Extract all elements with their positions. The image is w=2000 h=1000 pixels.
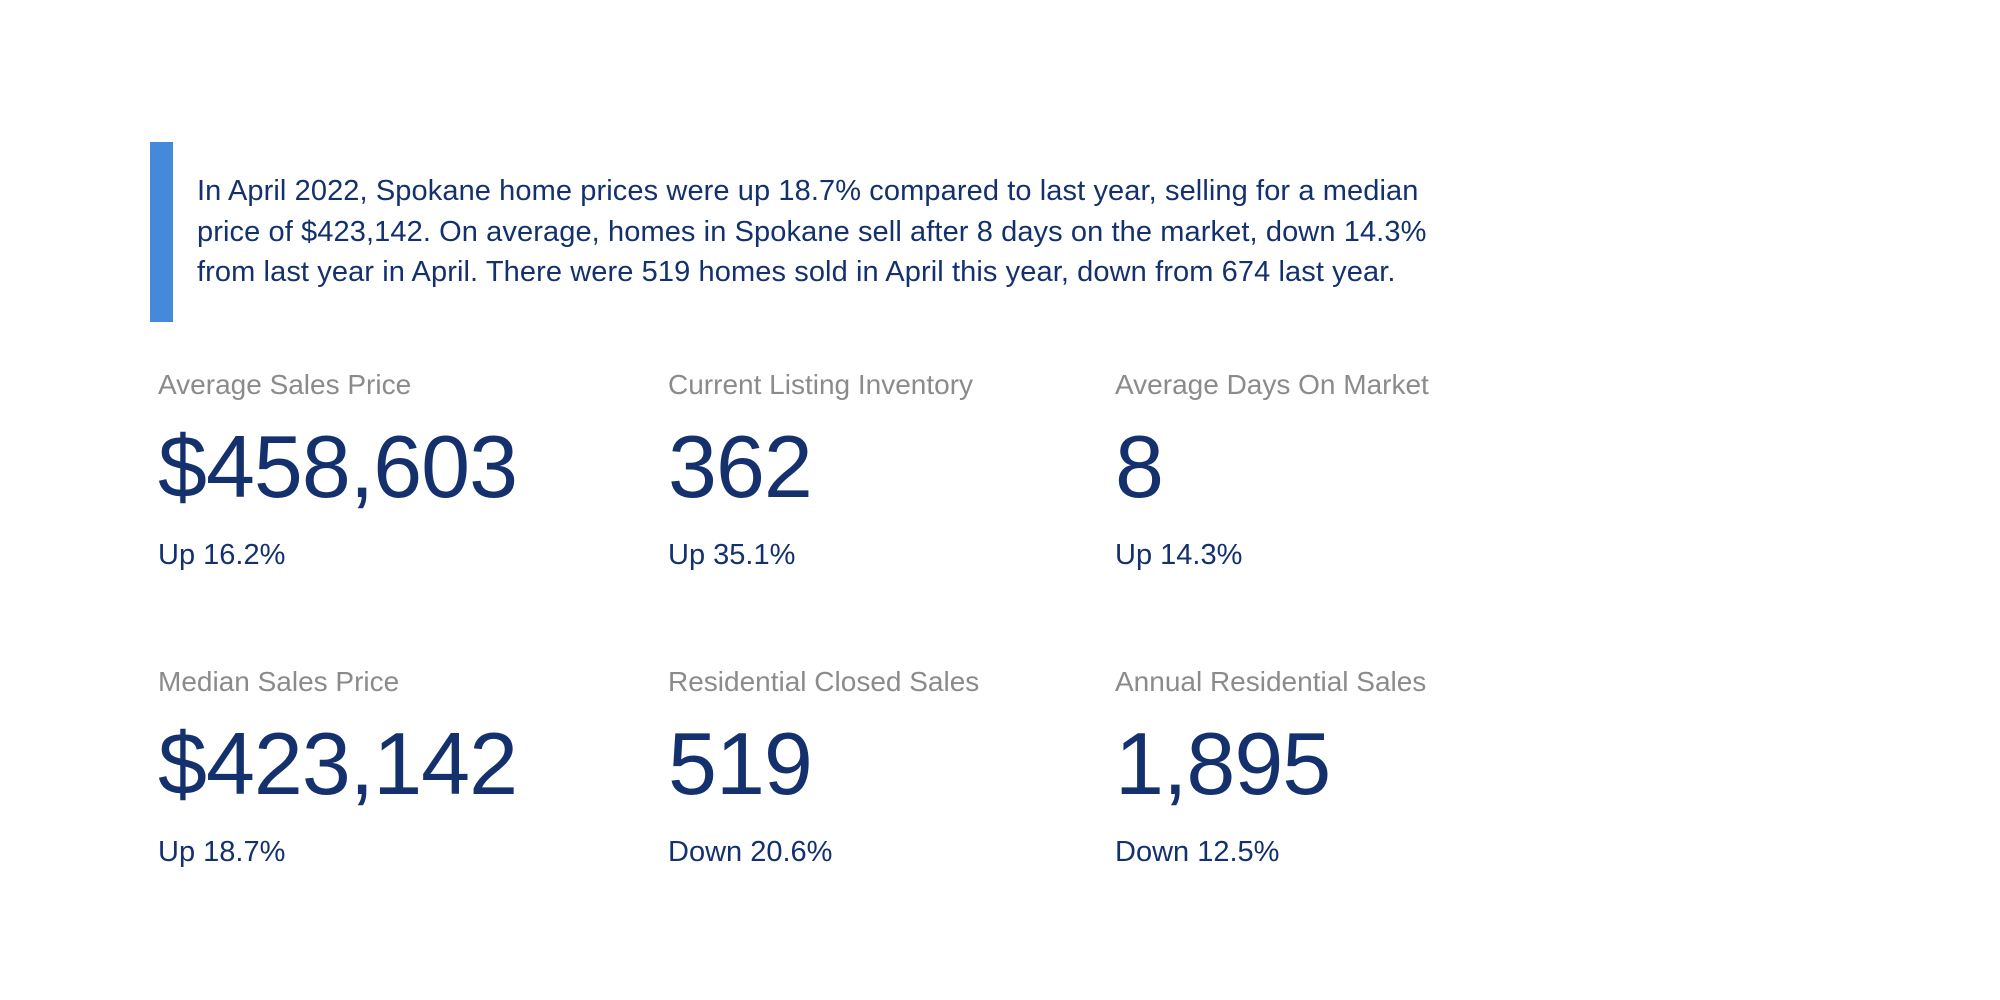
stat-card-annual-residential-sales: Annual Residential Sales 1,895 Down 12.5… bbox=[1115, 665, 1635, 870]
stat-change: Up 14.3% bbox=[1115, 539, 1243, 571]
stat-label: Residential Closed Sales bbox=[668, 665, 980, 697]
stat-change: Down 12.5% bbox=[1115, 835, 1280, 868]
stats-grid: Average Sales Price $458,603 Up 16.2% Cu… bbox=[158, 371, 1635, 870]
stat-value: $423,142 bbox=[158, 713, 518, 813]
stat-card-average-sales-price: Average Sales Price $458,603 Up 16.2% bbox=[158, 371, 668, 573]
stat-label: Current Listing Inventory bbox=[668, 369, 974, 400]
stat-change: Up 16.2% bbox=[158, 539, 286, 571]
stat-label: Annual Residential Sales bbox=[1115, 665, 1427, 697]
blockquote-accent-bar bbox=[150, 142, 173, 322]
stat-card-average-days-on-market: Average Days On Market 8 Up 14.3% bbox=[1115, 371, 1635, 573]
stat-value: $458,603 bbox=[158, 417, 518, 516]
stat-card-median-sales-price: Median Sales Price $423,142 Up 18.7% bbox=[158, 665, 668, 870]
stat-label: Average Days On Market bbox=[1115, 369, 1429, 400]
stat-value: 1,895 bbox=[1115, 713, 1331, 813]
stat-value: 8 bbox=[1115, 417, 1164, 516]
stat-value: 362 bbox=[668, 417, 813, 516]
stat-label: Average Sales Price bbox=[158, 369, 412, 400]
summary-blockquote: In April 2022, Spokane home prices were … bbox=[150, 142, 1477, 322]
stat-change: Up 18.7% bbox=[158, 835, 286, 868]
stat-change: Down 20.6% bbox=[668, 835, 833, 868]
summary-text: In April 2022, Spokane home prices were … bbox=[197, 175, 1427, 288]
stat-change: Up 35.1% bbox=[668, 539, 796, 571]
stat-card-residential-closed-sales: Residential Closed Sales 519 Down 20.6% bbox=[668, 665, 1115, 870]
stat-label: Median Sales Price bbox=[158, 665, 400, 697]
stat-value: 519 bbox=[668, 713, 813, 813]
stat-card-current-listing-inventory: Current Listing Inventory 362 Up 35.1% bbox=[668, 371, 1115, 573]
